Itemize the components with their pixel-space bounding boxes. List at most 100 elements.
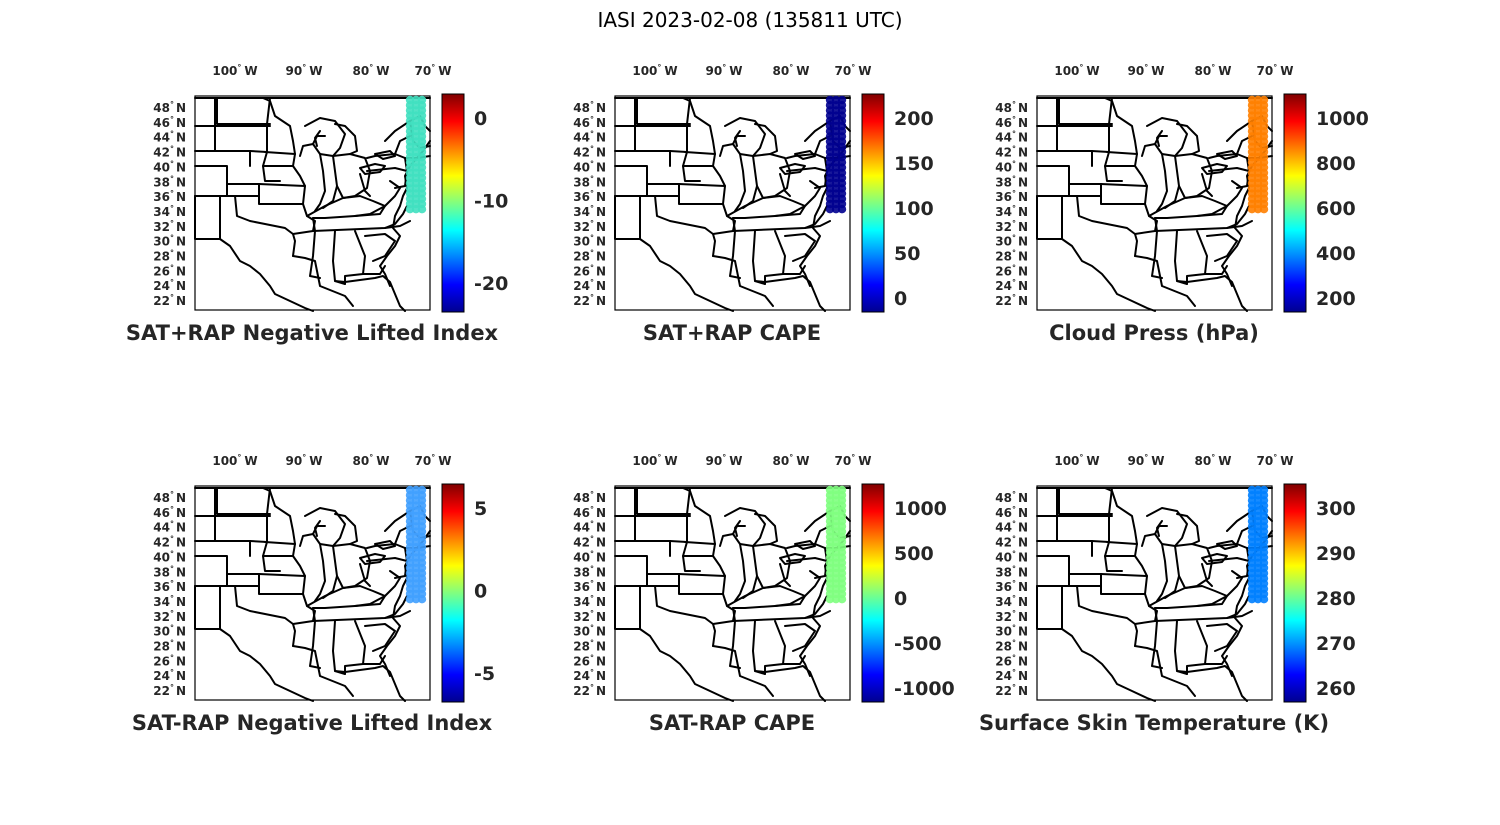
colorbar-tick-label: 1000 [894, 498, 947, 520]
latitude-tick-label: 30° N [995, 624, 1028, 639]
latitude-tick-label: 48° N [573, 490, 606, 505]
latitude-tick-label: 40° N [573, 549, 606, 564]
latitude-tick-label: 48° N [153, 490, 186, 505]
latitude-tick-label: 32° N [995, 609, 1028, 624]
longitude-tick-label: 90° W [1128, 453, 1165, 468]
longitude-tick-label: 80° W [773, 453, 810, 468]
colorbar-tick-label: 290 [1316, 543, 1356, 565]
colorbar-tick-label: 100 [894, 198, 934, 220]
colorbar-tick-label: -20 [474, 273, 508, 295]
latitude-tick-label: 24° N [153, 278, 186, 293]
colorbar-tick-label: 280 [1316, 588, 1356, 610]
swath-point [825, 595, 835, 604]
latitude-tick-label: 34° N [995, 594, 1028, 609]
latitude-tick-label: 36° N [573, 579, 606, 594]
latitude-tick-label: 40° N [153, 549, 186, 564]
latitude-tick-label: 36° N [995, 579, 1028, 594]
latitude-tick-label: 22° N [573, 293, 606, 308]
colorbar-tick-label: 800 [1316, 153, 1356, 175]
colorbar [442, 94, 464, 312]
colorbar-frame [441, 483, 465, 703]
latitude-tick-label: 24° N [573, 278, 606, 293]
longitude-tick-label: 90° W [1128, 63, 1165, 78]
colorbar-tick-label: 5 [474, 498, 487, 520]
latitude-tick-label: 44° N [573, 520, 606, 535]
map-panel-p6: 100° W 90° W 80° W 70° W 48° N46° N44° N42° N40° N38°… [979, 453, 1356, 735]
latitude-tick-label: 34° N [573, 204, 606, 219]
swath-point [405, 595, 415, 604]
longitude-tick-label: 80° W [1195, 453, 1232, 468]
map-panel-p1: 100° W 90° W 80° W 70° W 48° N46° N44° N42° N40° N38°… [126, 63, 508, 345]
longitude-tick-label: 100° W [212, 63, 257, 78]
latitude-tick-label: 30° N [573, 624, 606, 639]
swath-point [411, 595, 421, 604]
swath-point [1247, 595, 1257, 604]
latitude-tick-label: 22° N [153, 683, 186, 698]
colorbar-tick-label: 0 [474, 108, 487, 130]
colorbar-frame [1283, 483, 1307, 703]
longitude-tick-label: 70° W [415, 453, 452, 468]
swath-point [417, 205, 427, 214]
colorbar-tick-label: 200 [894, 108, 934, 130]
latitude-tick-label: 24° N [573, 668, 606, 683]
longitude-tick-label: 100° W [212, 453, 257, 468]
map-frame [194, 95, 431, 311]
latitude-tick-label: 26° N [995, 263, 1028, 278]
longitude-tick-label: 70° W [835, 63, 872, 78]
map-panel-p2: 100° W 90° W 80° W 70° W 48° N46° N44° N42° N40° N38°… [573, 63, 933, 345]
latitude-tick-label: 34° N [153, 594, 186, 609]
swath-point [405, 205, 415, 214]
map-panel-p3: 100° W 90° W 80° W 70° W 48° N46° N44° N42° N40° N38°… [995, 63, 1369, 345]
colorbar-tick-label: -5 [474, 663, 495, 685]
colorbar-tick-label: 0 [894, 588, 907, 610]
latitude-tick-label: 36° N [573, 189, 606, 204]
latitude-tick-label: 46° N [995, 505, 1028, 520]
longitude-tick-label: 100° W [1054, 453, 1099, 468]
latitude-tick-label: 28° N [153, 249, 186, 264]
satellite-swath [405, 485, 427, 604]
latitude-tick-label: 30° N [573, 234, 606, 249]
satellite-swath [405, 95, 427, 214]
longitude-tick-label: 90° W [706, 63, 743, 78]
latitude-tick-label: 42° N [573, 145, 606, 160]
swath-point [1259, 205, 1269, 214]
swath-point [1259, 595, 1269, 604]
colorbar-tick-label: 500 [894, 543, 934, 565]
colorbar-tick-label: 150 [894, 153, 934, 175]
colorbar-tick-label: 600 [1316, 198, 1356, 220]
colorbar-tick-label: 0 [474, 581, 487, 603]
satellite-swath [1247, 95, 1269, 214]
latitude-tick-label: 34° N [995, 204, 1028, 219]
latitude-tick-label: 46° N [153, 115, 186, 130]
longitude-tick-label: 70° W [835, 453, 872, 468]
latitude-tick-label: 44° N [153, 520, 186, 535]
latitude-tick-label: 34° N [573, 594, 606, 609]
panel-title: SAT-RAP Negative Lifted Index [132, 711, 493, 735]
colorbar [1284, 484, 1306, 702]
swath-point [831, 595, 841, 604]
longitude-tick-label: 70° W [1257, 453, 1294, 468]
latitude-tick-label: 30° N [153, 234, 186, 249]
longitude-tick-label: 100° W [632, 63, 677, 78]
panels-grid: 100° W 90° W 80° W 70° W 48° N 46° N 44° N 42° N 40° N 38°… [126, 63, 1369, 735]
colorbar-tick-label: 50 [894, 243, 920, 265]
latitude-tick-label: 26° N [573, 653, 606, 668]
figure-title: IASI 2023-02-08 (135811 UTC) [597, 8, 902, 32]
panel-title: SAT+RAP CAPE [643, 321, 821, 345]
panel-title: Surface Skin Temperature (K) [979, 711, 1329, 735]
latitude-tick-label: 26° N [153, 653, 186, 668]
map-frame [1036, 95, 1273, 311]
map-frame [1036, 485, 1273, 701]
colorbar-frame [861, 483, 885, 703]
latitude-tick-label: 28° N [573, 639, 606, 654]
latitude-tick-label: 22° N [995, 293, 1028, 308]
longitude-tick-label: 80° W [773, 63, 810, 78]
colorbar-tick-label: 260 [1316, 678, 1356, 700]
colorbar-tick-label: -500 [894, 633, 942, 655]
satellite-swath [825, 485, 847, 604]
longitude-tick-label: 70° W [415, 63, 452, 78]
latitude-tick-label: 22° N [995, 683, 1028, 698]
map-panel-p5: 100° W 90° W 80° W 70° W 48° N46° N44° N42° N40° N38°… [573, 453, 955, 735]
latitude-tick-label: 38° N [995, 564, 1028, 579]
longitude-tick-label: 70° W [1257, 63, 1294, 78]
